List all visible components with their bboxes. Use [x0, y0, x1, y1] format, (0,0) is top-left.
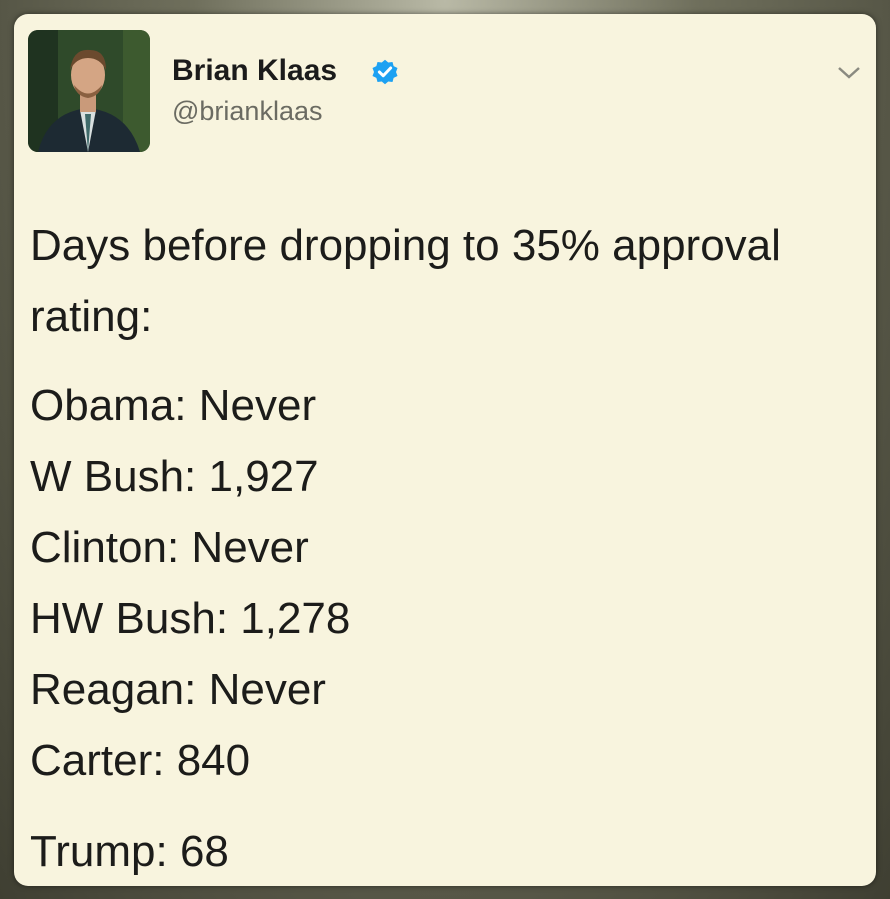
author-name[interactable]: Brian Klaas	[172, 54, 338, 87]
verified-badge	[372, 59, 398, 85]
tweet-body: Days before dropping to 35% approval rat…	[30, 210, 860, 887]
tweet-line: Reagan: Never	[30, 665, 326, 714]
menu-chevron[interactable]	[836, 64, 862, 82]
tweet-line: Clinton: Never	[30, 523, 309, 572]
author-handle[interactable]: @brianklaas	[172, 96, 323, 126]
tweet-line: W Bush: 1,927	[30, 452, 319, 501]
tweet-text: Days before dropping to 35% approval rat…	[30, 221, 781, 341]
tweet-line: HW Bush: 1,278	[30, 594, 351, 643]
tweet-lines: Obama: Never W Bush: 1,927 Clinton: Never H…	[30, 370, 860, 887]
tweet-line: Trump: 68	[30, 827, 229, 876]
tweet-line: Obama: Never	[30, 381, 317, 430]
tweet-line: Carter: 840	[30, 736, 251, 785]
avatar[interactable]	[28, 30, 150, 152]
tweet-card: Brian Klaas @brianklaas Days before drop…	[14, 14, 876, 886]
